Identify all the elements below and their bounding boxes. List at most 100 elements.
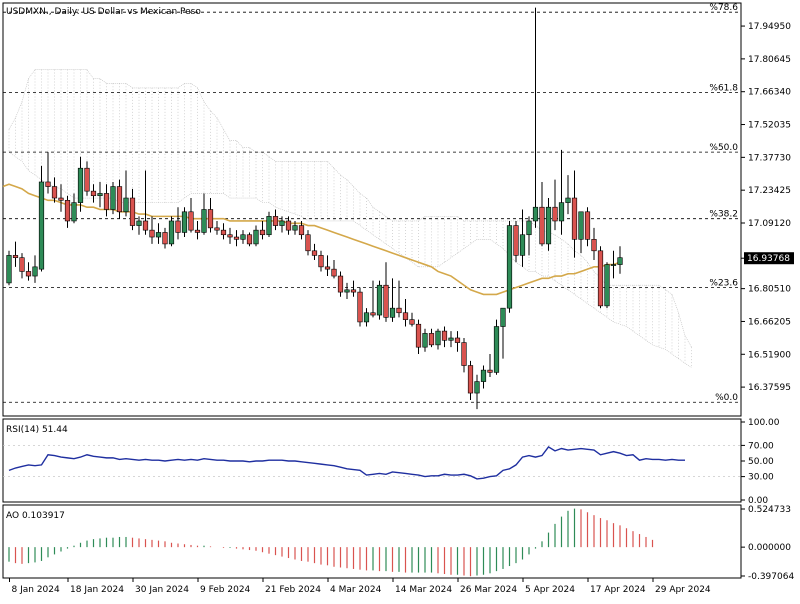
candle-body xyxy=(519,234,526,256)
candle-body xyxy=(467,365,474,394)
candle-body xyxy=(435,330,441,346)
candle-body xyxy=(441,330,448,341)
candle-body xyxy=(487,369,493,373)
candle-body xyxy=(331,268,337,277)
date-axis-label: 5 Apr 2024 xyxy=(525,585,575,595)
candle-body xyxy=(474,381,480,394)
price-axis-label: 16.37595 xyxy=(748,383,791,393)
current-price-value: 16.93768 xyxy=(747,254,790,264)
candle-body xyxy=(25,271,32,277)
candle-body xyxy=(604,264,610,307)
candle-body xyxy=(58,197,64,201)
candle-body xyxy=(233,236,240,240)
candle-body xyxy=(552,206,558,222)
candle-body xyxy=(318,255,324,268)
axes: 17.94950 17.80645 17.66340 17.52035 17.37730… xyxy=(9,22,794,595)
candle-body xyxy=(103,193,110,210)
candle-body xyxy=(565,197,571,203)
rsi-axis-label: 0.00 xyxy=(748,496,768,506)
candle-body xyxy=(194,229,201,233)
price-pane-border xyxy=(2,2,742,417)
candle-body xyxy=(45,181,51,187)
rsi-title: RSI(14) 51.44 xyxy=(6,425,68,435)
candle-body xyxy=(32,266,38,277)
candle-body xyxy=(272,216,279,226)
candle-body xyxy=(188,211,194,231)
candle-body xyxy=(90,190,97,197)
candle-body xyxy=(6,255,12,284)
candle-body xyxy=(246,234,253,245)
candle-body xyxy=(305,234,311,252)
candle-body xyxy=(19,257,25,272)
rsi-pane xyxy=(3,444,741,480)
candle-body xyxy=(162,232,168,245)
candle-body xyxy=(136,220,142,226)
ao-axis-label: -0.397064 xyxy=(748,572,794,582)
ao-axis-label: 0.524733 xyxy=(748,505,791,515)
date-axis-label: 14 Mar 2024 xyxy=(395,585,452,595)
candle-body xyxy=(396,307,402,314)
ichimoku-lower-line xyxy=(8,151,692,369)
candle-body xyxy=(129,197,136,226)
candle-body xyxy=(558,202,565,222)
candle-body xyxy=(409,319,415,325)
fib-level-label: %50.0 xyxy=(709,143,738,153)
candle-body xyxy=(201,209,207,233)
candle-body xyxy=(155,232,162,238)
date-axis-label: 30 Jan 2024 xyxy=(135,585,189,595)
date-axis-label: 21 Feb 2024 xyxy=(265,585,321,595)
price-axis-label: 17.66340 xyxy=(748,88,791,98)
rsi-axis-label: 30.00 xyxy=(748,473,774,483)
candle-body xyxy=(64,200,71,222)
date-axis-label: 26 Mar 2024 xyxy=(460,585,517,595)
candle-body xyxy=(493,326,500,373)
candle-body xyxy=(311,250,318,256)
candle-body xyxy=(116,186,123,213)
candle-body xyxy=(545,206,552,245)
candle-body xyxy=(38,181,45,270)
price-axis-label: 17.37730 xyxy=(748,153,791,163)
price-axis-label: 17.23425 xyxy=(748,186,791,196)
rsi-axis-label: 50.00 xyxy=(748,457,774,467)
candle-body xyxy=(240,234,246,240)
fib-level-label: %78.6 xyxy=(709,3,738,13)
candle-body xyxy=(363,312,370,323)
price-axis-label: 17.52035 xyxy=(748,121,791,131)
candle-body xyxy=(266,216,272,236)
candle-body xyxy=(415,323,422,348)
candle-body xyxy=(357,291,363,323)
date-axis-label: 8 Jan 2024 xyxy=(12,585,60,595)
date-axis-label: 18 Jan 2024 xyxy=(70,585,124,595)
candle-body xyxy=(142,220,149,231)
candle-body xyxy=(526,220,532,236)
candle-body xyxy=(337,275,344,293)
candle-body xyxy=(292,225,298,231)
candle-body xyxy=(259,229,266,236)
candle-body xyxy=(383,284,389,318)
fib-level-label: %0.0 xyxy=(715,393,738,403)
candle-body xyxy=(84,167,90,192)
candle-body xyxy=(110,186,116,210)
candle-body xyxy=(51,186,58,199)
candle-body xyxy=(480,369,487,382)
candle-body xyxy=(220,229,227,236)
candle-body xyxy=(285,220,292,231)
candle-body xyxy=(149,229,155,238)
price-axis-label: 16.51900 xyxy=(748,350,791,360)
candle-body xyxy=(71,202,77,222)
rsi-axis-label: 100.00 xyxy=(748,418,780,428)
candle-body xyxy=(279,220,285,226)
ao-pane-border xyxy=(2,504,742,579)
candle-body xyxy=(168,220,175,245)
candle-body xyxy=(253,229,259,245)
candle-body xyxy=(77,167,84,203)
candle-body xyxy=(571,197,578,240)
chart-title: USDMXN., Daily: US Dollar vs Mexican Pes… xyxy=(6,7,201,17)
candle-body xyxy=(513,225,519,256)
candle-body xyxy=(578,211,584,240)
price-axis-label: 17.94950 xyxy=(748,22,791,32)
candle-body xyxy=(584,211,591,240)
candle-body xyxy=(428,333,435,346)
